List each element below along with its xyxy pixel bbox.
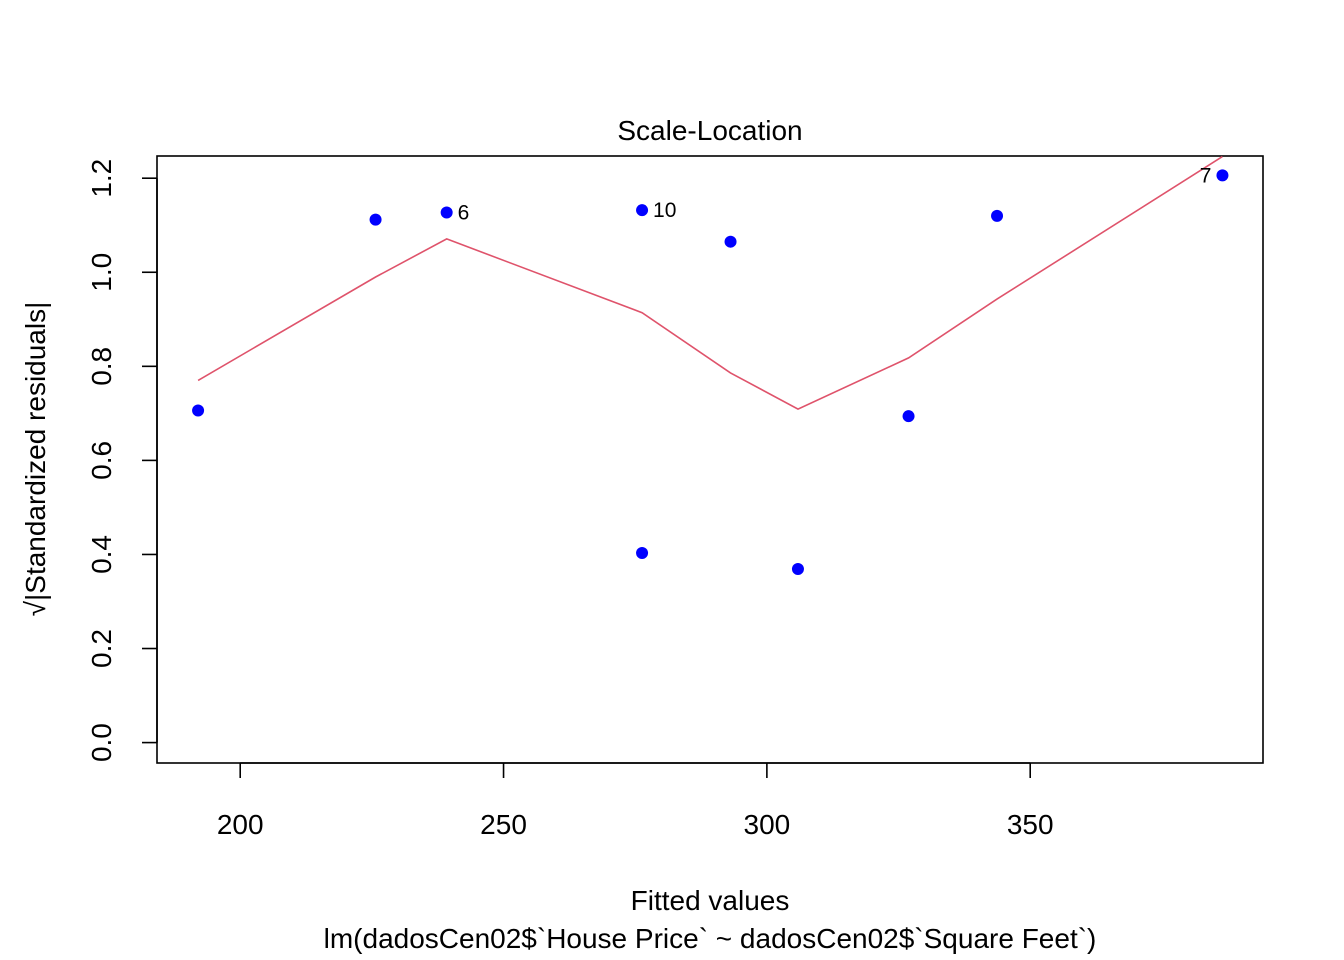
y-axis: 0.0 0.2 0.4 0.6 0.8 1.0 1.2 bbox=[86, 159, 158, 762]
smoother-line bbox=[197, 155, 1223, 410]
y-tick-label: 1.2 bbox=[86, 159, 117, 198]
data-point bbox=[724, 235, 737, 248]
point-label: 7 bbox=[1200, 164, 1212, 187]
x-axis: 200 250 300 350 bbox=[217, 762, 1054, 840]
data-point bbox=[1216, 169, 1229, 182]
y-tick-label: 0.6 bbox=[86, 441, 117, 480]
data-point bbox=[369, 213, 382, 226]
data-point bbox=[636, 547, 649, 560]
y-tick-label: 0.4 bbox=[86, 535, 117, 574]
chart-title: Scale-Location bbox=[617, 115, 802, 146]
data-point bbox=[791, 563, 804, 576]
point-label: 10 bbox=[653, 199, 676, 222]
x-tick-label: 250 bbox=[480, 809, 527, 840]
point-labels-layer: 6 10 7 bbox=[458, 164, 1212, 224]
y-tick-label: 0.0 bbox=[86, 723, 117, 762]
data-point bbox=[902, 410, 915, 423]
data-point bbox=[440, 206, 453, 219]
y-tick-label: 1.0 bbox=[86, 253, 117, 292]
y-tick-label: 0.8 bbox=[86, 347, 117, 386]
points-layer bbox=[192, 169, 1229, 576]
data-point bbox=[636, 204, 649, 217]
x-tick-label: 200 bbox=[217, 809, 264, 840]
point-label: 6 bbox=[458, 202, 470, 225]
x-axis-label: Fitted values bbox=[631, 885, 790, 916]
y-axis-label: √|Standardized residuals| bbox=[20, 302, 51, 617]
data-point bbox=[991, 209, 1004, 222]
chart-subtitle: lm(dadosCen02$`House Price` ~ dadosCen02… bbox=[324, 923, 1097, 954]
x-tick-label: 300 bbox=[744, 809, 791, 840]
x-tick-label: 350 bbox=[1007, 809, 1054, 840]
data-point bbox=[192, 404, 205, 417]
y-tick-label: 0.2 bbox=[86, 629, 117, 668]
